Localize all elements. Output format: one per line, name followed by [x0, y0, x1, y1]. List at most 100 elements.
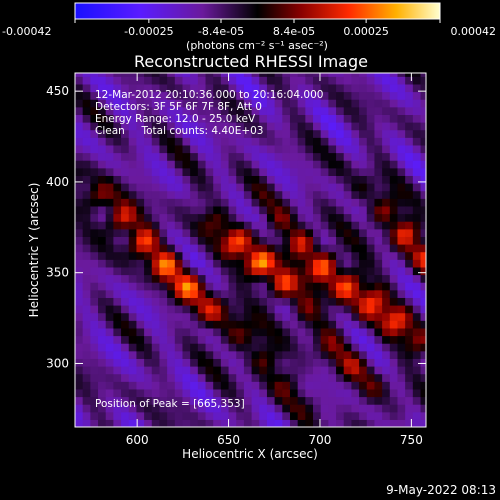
- heatmap-cell: [359, 404, 368, 413]
- heatmap-cell: [213, 358, 222, 367]
- heatmap-cell: [259, 373, 268, 382]
- heatmap-cell: [328, 83, 337, 93]
- heatmap-cell: [197, 129, 207, 138]
- heatmap-cell: [297, 388, 306, 398]
- heatmap-cell: [136, 244, 145, 253]
- heatmap-cell: [105, 289, 114, 298]
- heatmap-cell: [328, 236, 337, 245]
- heatmap-cell: [328, 73, 337, 77]
- heatmap-cell: [182, 358, 191, 367]
- heatmap-cell: [374, 99, 383, 108]
- heatmap-cell: [297, 144, 306, 154]
- heatmap-cell: [374, 335, 383, 344]
- heatmap-cell: [98, 91, 107, 100]
- heatmap-cell: [382, 335, 391, 344]
- heatmap-cell: [397, 411, 406, 420]
- heatmap-cell: [274, 122, 283, 131]
- heatmap-cell: [182, 312, 191, 321]
- heatmap-cell: [336, 366, 345, 375]
- heatmap-cell: [220, 205, 230, 215]
- heatmap-cell: [405, 73, 414, 77]
- heatmap-cell: [90, 312, 99, 321]
- heatmap-cell: [343, 152, 353, 161]
- heatmap-cell: [144, 183, 153, 192]
- heatmap-cell: [220, 411, 230, 420]
- heatmap-cell: [220, 419, 230, 427]
- heatmap-cell: [259, 160, 268, 169]
- heatmap-cell: [190, 404, 199, 413]
- heatmap-cell: [412, 305, 422, 314]
- heatmap-cell: [236, 137, 245, 146]
- heatmap-cell: [121, 411, 130, 420]
- heatmap-cell: [228, 205, 237, 215]
- heatmap-cell: [274, 274, 283, 283]
- heatmap-cell: [121, 396, 130, 405]
- heatmap-cell: [389, 373, 399, 382]
- heatmap-cell: [305, 305, 314, 314]
- heatmap-cell: [82, 167, 91, 176]
- heatmap-cell: [220, 183, 230, 192]
- heatmap-cell: [182, 419, 191, 427]
- heatmap-cell: [105, 335, 114, 344]
- heatmap-cell: [105, 404, 114, 413]
- heatmap-cell: [328, 404, 337, 413]
- heatmap-cell: [121, 343, 130, 352]
- heatmap-cell: [420, 274, 426, 283]
- heatmap-cell: [274, 106, 283, 115]
- heatmap-cell: [266, 266, 276, 276]
- heatmap-cell: [182, 244, 191, 253]
- heatmap-cell: [382, 213, 391, 222]
- x-axis: 600 650 700 750: [126, 73, 423, 447]
- heatmap-cell: [82, 305, 91, 314]
- heatmap-cell: [412, 76, 422, 85]
- heatmap-cell: [282, 106, 291, 115]
- heatmap-cell: [128, 419, 138, 427]
- heatmap-cell: [159, 83, 168, 93]
- heatmap-cell: [320, 297, 329, 306]
- heatmap-cell: [243, 76, 253, 85]
- heatmap-cell: [351, 221, 360, 230]
- heatmap-cell: [82, 266, 91, 276]
- heatmap-cell: [412, 91, 422, 100]
- heatmap-cell: [374, 312, 383, 321]
- heatmap-cell: [374, 183, 383, 192]
- heatmap-cell: [174, 274, 184, 283]
- heatmap-cell: [82, 205, 91, 215]
- heatmap-cell: [121, 274, 130, 283]
- heatmap-cell: [420, 396, 426, 405]
- heatmap-cell: [382, 167, 391, 176]
- heatmap-cell: [336, 175, 345, 184]
- heatmap-cell: [313, 259, 322, 268]
- heatmap-cell: [289, 343, 299, 352]
- heatmap-cell: [174, 236, 184, 245]
- heatmap-cell: [305, 366, 314, 375]
- heatmap-cell: [328, 366, 337, 375]
- heatmap-cell: [251, 411, 260, 420]
- heatmap-cell: [266, 282, 276, 291]
- heatmap-cell: [351, 259, 360, 268]
- heatmap-cell: [397, 167, 406, 176]
- heatmap-cell: [159, 404, 168, 413]
- heatmap-cell: [220, 99, 230, 108]
- heatmap-cell: [144, 73, 153, 77]
- heatmap-cell: [274, 396, 283, 405]
- heatmap-cell: [213, 198, 222, 207]
- heatmap-cell: [336, 106, 345, 115]
- heatmap-cell: [305, 221, 314, 230]
- heatmap-cell: [121, 320, 130, 329]
- heatmap-cell: [197, 106, 207, 115]
- heatmap-cell: [159, 205, 168, 215]
- heatmap-cell: [197, 289, 207, 298]
- heatmap-cell: [313, 144, 322, 154]
- heatmap-cell: [151, 343, 161, 352]
- heatmap-cell: [205, 327, 214, 337]
- heatmap-cell: [121, 129, 130, 138]
- heatmap-cell: [259, 320, 268, 329]
- heatmap-cell: [266, 350, 276, 359]
- heatmap-cell: [159, 167, 168, 176]
- heatmap-cell: [343, 83, 353, 93]
- heatmap-cell: [144, 259, 153, 268]
- heatmap-cell: [305, 335, 314, 344]
- heatmap-cell: [197, 381, 207, 390]
- heatmap-cell: [213, 99, 222, 108]
